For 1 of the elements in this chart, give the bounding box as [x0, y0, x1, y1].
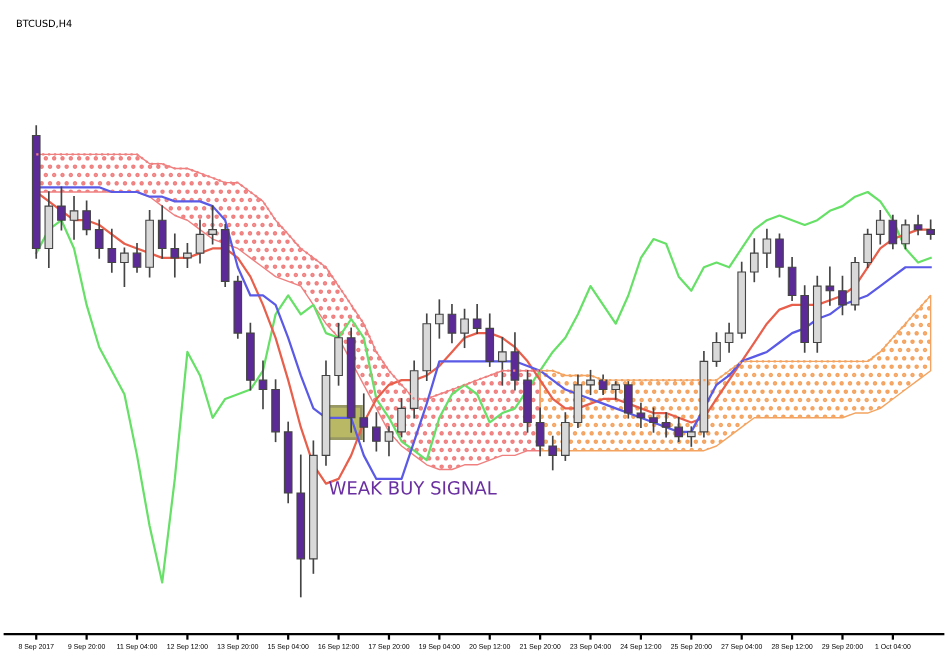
annotation: WEAK BUY SIGNAL — [329, 481, 497, 495]
